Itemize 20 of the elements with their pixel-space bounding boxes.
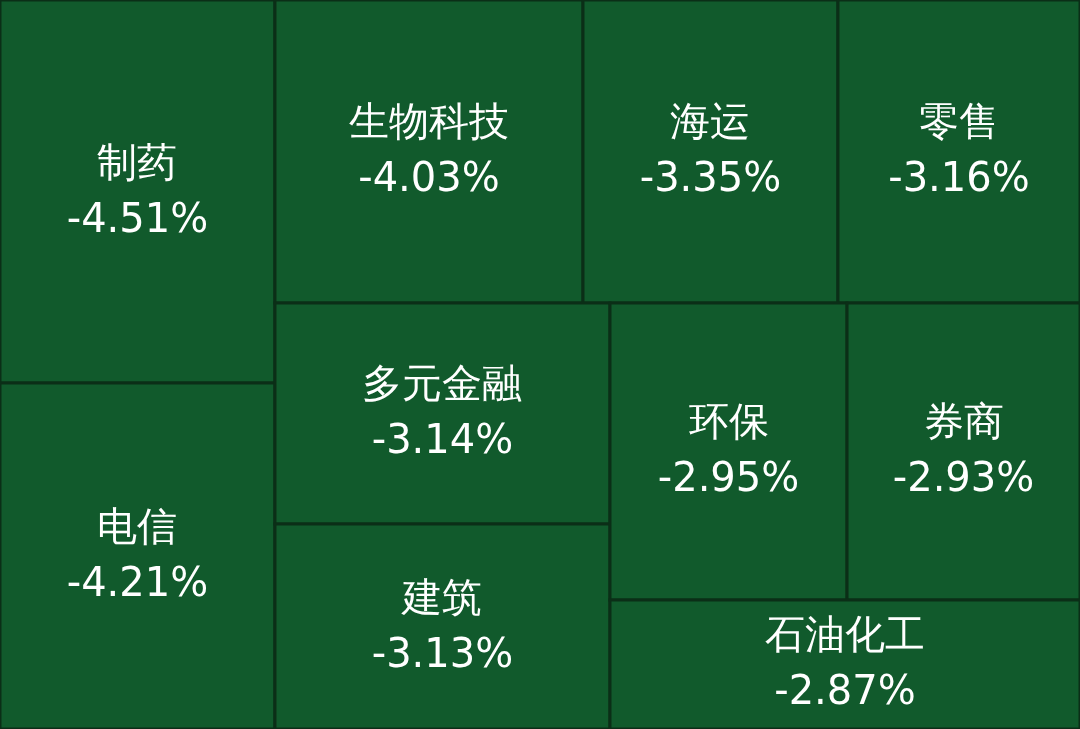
category-label: 生物科技 [348, 98, 509, 145]
data-label: -4.03% [358, 154, 500, 201]
data-label: -2.87% [774, 667, 916, 714]
category-label: 零售 [918, 98, 999, 145]
data-label: -2.95% [657, 454, 800, 501]
category-label: 海运 [670, 98, 751, 145]
data-label: -3.16% [888, 154, 1030, 201]
data-label: -3.13% [371, 629, 514, 676]
data-label: -3.14% [371, 416, 514, 463]
data-label: -2.93% [892, 454, 1035, 501]
category-label: 建筑 [401, 573, 483, 620]
data-label: -4.51% [66, 194, 209, 241]
category-label: 环保 [688, 398, 769, 445]
category-label: 多元金融 [362, 360, 523, 407]
category-label: 券商 [923, 398, 1004, 445]
data-label: -4.21% [66, 559, 209, 606]
data-label: -3.35% [639, 154, 782, 201]
category-label: 石油化工 [764, 611, 925, 658]
category-label: 制药 [97, 138, 178, 185]
category-label: 电信 [97, 503, 178, 550]
